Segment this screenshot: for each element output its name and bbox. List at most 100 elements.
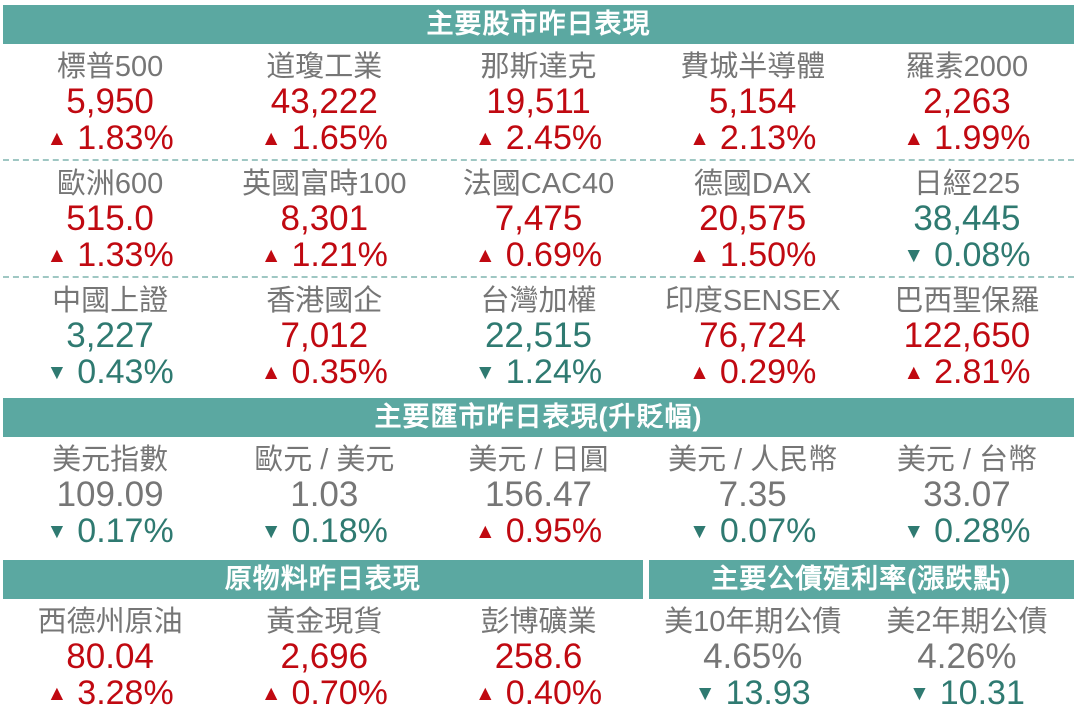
- market-cell: 日經225 38,445 ▼ 0.08%: [860, 161, 1074, 276]
- instrument-value: 109.09: [56, 474, 164, 514]
- instrument-change: ▼ 0.07%: [689, 513, 816, 550]
- change-value: 1.24%: [505, 352, 603, 391]
- market-row: 美元指數 109.09 ▼ 0.17% 歐元 / 美元 1.03 ▼ 0.18% 美元 / 日圓…: [3, 437, 1074, 551]
- change-value: 0.35%: [291, 352, 388, 391]
- change-value: 1.50%: [719, 235, 817, 274]
- market-cell: 標普500 5,950 ▲ 1.83%: [3, 44, 217, 159]
- instrument-name: 巴西聖保羅: [894, 285, 1040, 317]
- instrument-value: 156.47: [484, 474, 593, 514]
- instrument-value: 43,222: [270, 81, 378, 121]
- fx-rows: 美元指數 109.09 ▼ 0.17% 歐元 / 美元 1.03 ▼ 0.18% 美元 / 日圓…: [3, 437, 1074, 551]
- market-row: 歐洲600 515.0 ▲ 1.33% 英國富時100 8,301 ▲ 1.21% 法國CAC4…: [3, 161, 1074, 278]
- up-triangle-icon: ▲: [46, 682, 68, 706]
- instrument-change: ▲ 1.50%: [689, 235, 817, 274]
- instrument-name: 德國DAX: [693, 168, 812, 200]
- market-cell: 香港國企 7,012 ▲ 0.35%: [217, 278, 431, 395]
- instrument-change: ▲ 1.83%: [47, 120, 174, 157]
- instrument-change: ▲ 0.29%: [689, 352, 817, 391]
- instrument-name: 標普500: [56, 51, 164, 83]
- change-value: 0.18%: [291, 511, 388, 550]
- change-value: 0.69%: [505, 235, 603, 274]
- change-value: 2.13%: [719, 118, 817, 157]
- instrument-value: 8,301: [280, 198, 369, 238]
- instrument-value: 7,475: [494, 198, 583, 238]
- market-cell: 美元 / 日圓 156.47 ▲ 0.95%: [431, 437, 645, 551]
- up-triangle-icon: ▲: [903, 126, 925, 150]
- up-triangle-icon: ▲: [689, 126, 710, 150]
- up-triangle-icon: ▲: [260, 360, 282, 384]
- up-triangle-icon: ▲: [260, 243, 282, 267]
- instrument-change: ▲ 0.95%: [474, 513, 602, 550]
- instrument-value: 33.07: [923, 474, 1011, 514]
- up-triangle-icon: ▲: [689, 360, 710, 384]
- market-cell: 美10年期公債 4.65% ▼ 13.93: [646, 599, 860, 718]
- instrument-name: 法國CAC40: [462, 168, 615, 200]
- down-triangle-icon: ▼: [46, 360, 68, 384]
- down-triangle-icon: ▼: [46, 519, 68, 543]
- instrument-name: 歐洲600: [56, 168, 164, 200]
- instrument-change: ▲ 0.69%: [474, 235, 603, 274]
- instrument-value: 76,724: [699, 315, 807, 355]
- up-triangle-icon: ▲: [474, 682, 496, 706]
- market-cell: 歐洲600 515.0 ▲ 1.33%: [3, 161, 217, 276]
- commodities-section-header: 原物料昨日表現: [3, 560, 643, 599]
- instrument-value: 122,650: [903, 315, 1031, 355]
- instrument-change: ▼ 0.17%: [46, 513, 174, 550]
- instrument-value: 2,263: [923, 81, 1011, 121]
- down-triangle-icon: ▼: [903, 519, 925, 543]
- up-triangle-icon: ▲: [689, 243, 710, 267]
- market-row: 中國上證 3,227 ▼ 0.43% 香港國企 7,012 ▲ 0.35% 台灣加權 22,515…: [3, 278, 1074, 395]
- instrument-value: 22,515: [484, 315, 593, 355]
- instrument-change: ▼ 0.43%: [46, 354, 174, 391]
- up-triangle-icon: ▲: [474, 243, 496, 267]
- instrument-value: 515.0: [66, 198, 154, 238]
- instrument-change: ▼ 1.24%: [475, 352, 603, 391]
- instrument-name: 美元 / 日圓: [468, 444, 609, 476]
- instrument-change: ▲ 3.28%: [46, 675, 174, 712]
- instrument-value: 1.03: [290, 474, 359, 514]
- change-value: 0.70%: [291, 674, 388, 713]
- market-cell: 美元 / 台幣 33.07 ▼ 0.28%: [860, 437, 1074, 551]
- change-value: 1.33%: [77, 235, 174, 274]
- instrument-value: 80.04: [66, 637, 154, 677]
- instrument-change: ▲ 2.81%: [903, 354, 1030, 391]
- market-cell: 德國DAX 20,575 ▲ 1.50%: [646, 161, 860, 276]
- instrument-name: 日經225: [913, 168, 1021, 200]
- instrument-name: 羅素2000: [905, 51, 1029, 83]
- market-cell: 羅素2000 2,263 ▲ 1.99%: [860, 44, 1074, 159]
- instrument-value: 20,575: [699, 198, 807, 238]
- change-value: 0.08%: [934, 235, 1031, 274]
- instrument-name: 印度SENSEX: [664, 285, 841, 317]
- instrument-name: 西德州原油: [37, 606, 183, 639]
- bonds-section-header: 主要公債殖利率(漲跌點): [648, 560, 1074, 599]
- instrument-value: 7,012: [280, 315, 369, 355]
- instrument-value: 7.35: [718, 474, 787, 514]
- instrument-value: 4.26%: [917, 637, 1017, 677]
- market-cell: 台灣加權 22,515 ▼ 1.24%: [431, 278, 645, 395]
- instrument-name: 美元指數: [52, 444, 169, 476]
- instrument-change: ▲ 1.99%: [903, 120, 1030, 157]
- up-triangle-icon: ▲: [474, 519, 496, 543]
- market-cell: 中國上證 3,227 ▼ 0.43%: [3, 278, 217, 395]
- instrument-value: 5,950: [66, 81, 154, 121]
- instrument-value: 3,227: [66, 315, 154, 355]
- up-triangle-icon: ▲: [260, 126, 282, 150]
- change-value: 2.45%: [505, 118, 603, 157]
- instrument-value: 2,696: [280, 637, 369, 677]
- instrument-name: 美10年期公債: [664, 606, 842, 639]
- change-value: 0.40%: [505, 674, 603, 713]
- instrument-change: ▼ 10.31: [909, 674, 1025, 713]
- down-triangle-icon: ▼: [260, 519, 282, 543]
- market-cell: 美元 / 人民幣 7.35 ▼ 0.07%: [646, 437, 860, 551]
- instrument-name: 英國富時100: [242, 168, 407, 200]
- market-cell: 美元指數 109.09 ▼ 0.17%: [3, 437, 217, 551]
- change-value: 0.29%: [719, 352, 817, 391]
- instrument-change: ▼ 13.93: [695, 675, 811, 712]
- instrument-change: ▲ 1.33%: [47, 235, 174, 274]
- market-cell: 印度SENSEX 76,724 ▲ 0.29%: [646, 278, 860, 395]
- fx-section-header: 主要匯市昨日表現(升貶幅): [3, 398, 1074, 437]
- instrument-name: 歐元 / 美元: [254, 444, 395, 476]
- market-cell: 巴西聖保羅 122,650 ▲ 2.81%: [860, 278, 1074, 395]
- change-value: 10.31: [939, 674, 1025, 713]
